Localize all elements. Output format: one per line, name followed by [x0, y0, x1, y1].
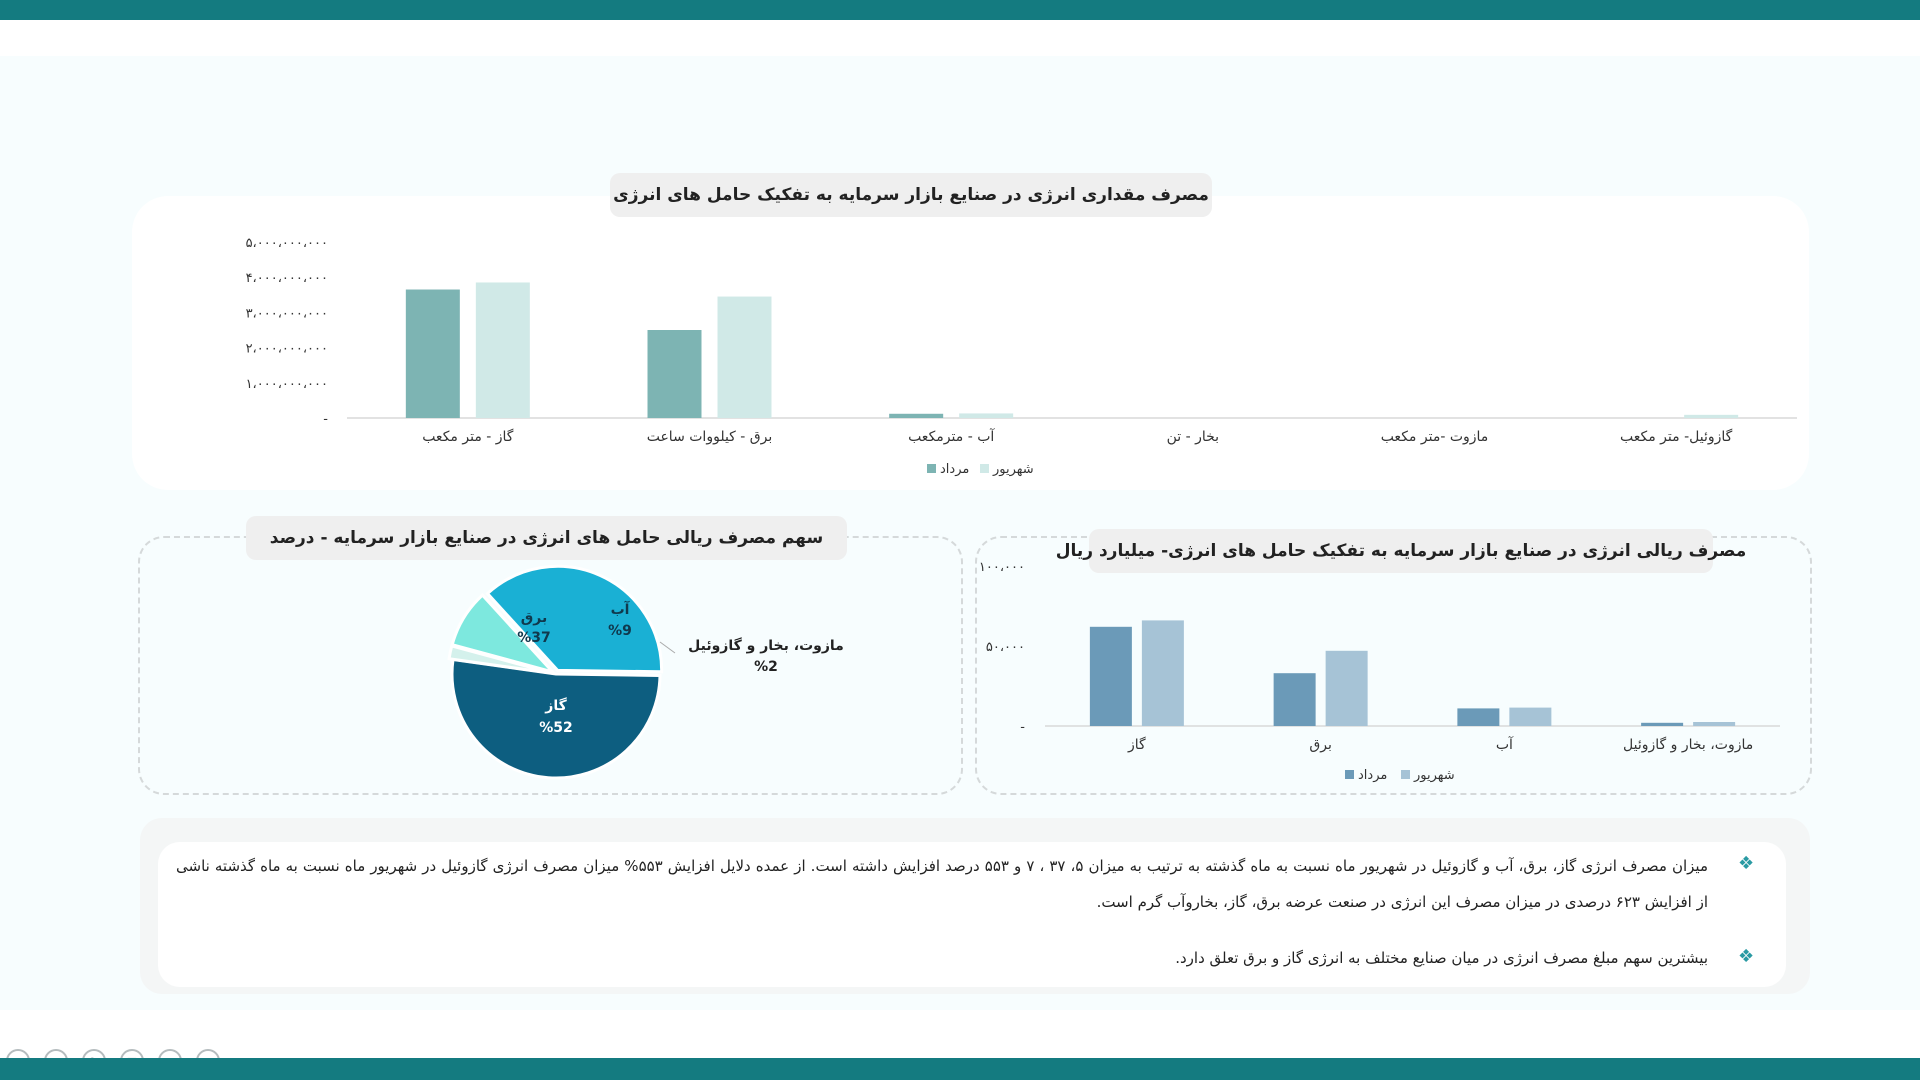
chart1-ytick-label: ۳،۰۰۰،۰۰۰،۰۰۰ — [246, 306, 328, 321]
chart1-xtick-label: مازوت -متر مکعب — [1381, 429, 1489, 445]
pie-label-gas-name: گاز — [544, 697, 567, 714]
chart1-legend-mordad-swatch — [927, 464, 936, 473]
chart3-legend-shahrivar: شهریور — [1413, 768, 1455, 783]
chart1-xtick-label: بخار - تن — [1167, 429, 1219, 445]
chart3-bar — [1457, 708, 1500, 726]
chart1-legend-shahrivar: شهریور — [992, 462, 1034, 477]
pie-label-elec-name: برق — [521, 610, 547, 626]
top-accent-bar — [0, 0, 1920, 20]
pie-label-water-name: آب — [611, 600, 631, 618]
chart1-bar — [717, 296, 772, 418]
text-panel-inner — [158, 842, 1786, 987]
chart3-legend-mordad: مرداد — [1358, 768, 1387, 783]
chart3-title: مصرف ریالی انرژی در صنایع بازار سرمایه ب… — [1056, 529, 1746, 573]
pie-slice — [485, 564, 664, 674]
chart2-leader-line — [659, 641, 676, 654]
chart3-bar — [1141, 620, 1184, 726]
chart1-ytick-label: ۱،۰۰۰،۰۰۰،۰۰۰ — [246, 377, 328, 392]
chart1-bar — [647, 330, 702, 418]
chart3-bar — [1509, 707, 1552, 726]
chart3-bar — [1325, 650, 1368, 726]
chart3-bar — [1089, 626, 1132, 726]
bullet-text-1: میزان مصرف انرژی گاز، برق، آب و گازوئیل … — [176, 857, 1708, 911]
chart1-ytick-label: ۵،۰۰۰،۰۰۰،۰۰۰ — [246, 236, 328, 251]
chart1-ytick-label: - — [323, 412, 328, 427]
pie-label-other-name: مازوت، بخار و گازوئیل — [688, 637, 844, 654]
chart3-legend: مرداد شهریور — [1345, 768, 1455, 783]
chart3-xtick-label: گاز — [1127, 736, 1146, 753]
chart1-bar — [889, 413, 944, 418]
chart1-legend: مرداد شهریور — [927, 462, 1034, 477]
chart3-bar — [1273, 673, 1316, 726]
chart3-xtick-label: مازوت، بخار و گازوئیل — [1623, 736, 1753, 753]
chart3-ytick-label: ۱۰۰،۰۰۰ — [979, 560, 1025, 575]
chart1-ytick-label: ۲،۰۰۰،۰۰۰،۰۰۰ — [246, 342, 328, 357]
chart3-xtick-label: آب — [1496, 736, 1514, 753]
chart1-legend-shahrivar-swatch — [980, 464, 989, 473]
chart2-title: سهم مصرف ریالی حامل های انرژی در صنایع ب… — [246, 516, 847, 560]
chart1-bar — [475, 282, 530, 418]
pie-label-water-pct: %9 — [608, 623, 632, 639]
pie-label-elec-pct: %37 — [517, 630, 551, 646]
chart1-legend-mordad: مرداد — [940, 462, 969, 477]
chart3-xtick-label: برق — [1309, 737, 1331, 753]
chart1-bar — [1684, 414, 1739, 418]
diamond-bullet-icon: ❖ — [1738, 946, 1755, 967]
chart1-xtick-label: گازوئیل- متر مکعب — [1620, 428, 1733, 445]
chart3-legend-shahrivar-swatch — [1401, 770, 1410, 779]
chart1-ytick-label: ۴،۰۰۰،۰۰۰،۰۰۰ — [246, 271, 328, 286]
chart1-bar — [405, 289, 460, 418]
chart3-ytick-label: ۵۰،۰۰۰ — [986, 640, 1025, 655]
chart3-bar — [1693, 722, 1736, 726]
chart3-legend-mordad-swatch — [1345, 770, 1354, 779]
bullet-text-2: بیشترین سهم مبلغ مصرف انرژی در میان صنای… — [1175, 949, 1708, 967]
pie-slice — [450, 657, 662, 780]
chart1-xtick-label: آب - مترمکعب — [908, 428, 995, 445]
pie-slice — [447, 644, 553, 675]
chart3-ytick-label: - — [1020, 720, 1025, 735]
pie-label-other-pct: %2 — [754, 659, 778, 675]
pie-label-gas-pct: %52 — [539, 720, 573, 736]
chart3-bar — [1641, 722, 1684, 726]
chart1-bar — [959, 413, 1014, 418]
diamond-bullet-icon: ❖ — [1738, 853, 1755, 874]
bottom-accent-bar — [0, 1058, 1920, 1080]
chart1-xtick-label: گاز - متر مکعب — [422, 428, 514, 445]
chart1-title: مصرف مقداری انرژی در صنایع بازار سرمایه … — [610, 173, 1212, 217]
chart1-xtick-label: برق - کیلووات ساعت — [647, 429, 773, 445]
